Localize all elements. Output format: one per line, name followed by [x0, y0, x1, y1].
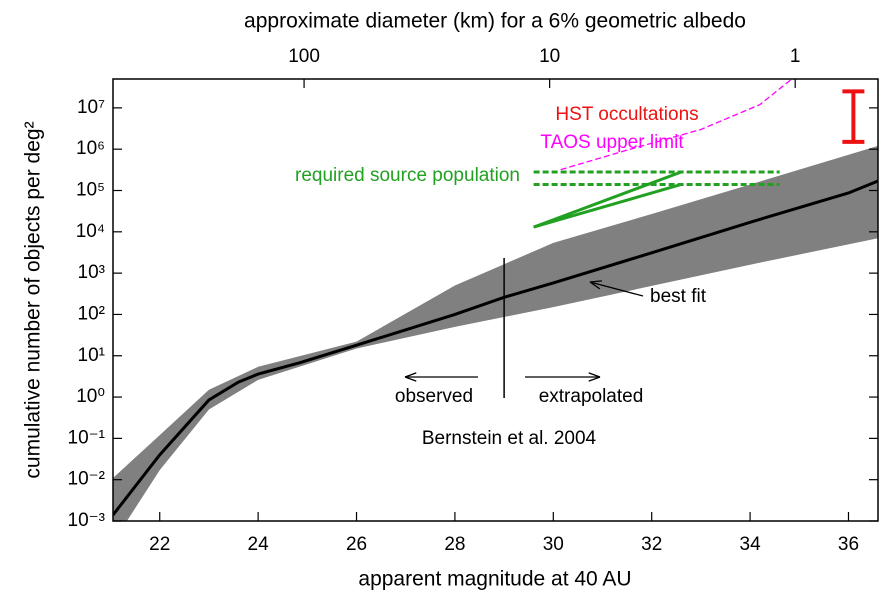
arrow-head	[588, 376, 601, 382]
series-label: best fit	[650, 286, 707, 307]
source-line	[533, 170, 682, 229]
plot-area	[113, 79, 878, 521]
arrow-head	[404, 376, 417, 382]
x-tick-label: 22	[149, 534, 170, 555]
y-tick-label: 10⁻²	[68, 469, 106, 490]
x2-tick-label: 10	[539, 46, 560, 67]
y-tick-label: 10⁵	[76, 180, 105, 201]
x-tick-label: 32	[641, 534, 662, 555]
arrow	[589, 281, 644, 297]
series-line	[560, 79, 793, 171]
annotation: Bernstein et al. 2004	[422, 428, 597, 449]
y-tick-label: 10⁴	[76, 221, 105, 242]
y-axis-title: cumulative number of objects per deg²	[22, 121, 45, 478]
plot-frame	[112, 78, 879, 522]
y-tick-label: 10⁻³	[68, 510, 106, 531]
y-tick-label: 10⁰	[76, 386, 105, 407]
x-tick-label: 30	[543, 534, 564, 555]
x-tick-label: 34	[740, 534, 762, 555]
uncertainty-band	[113, 145, 878, 521]
y-tick-label: 10²	[78, 303, 105, 324]
y-tick-label: 10⁷	[77, 97, 105, 118]
arrow-head	[589, 280, 603, 283]
arrow-head	[404, 372, 417, 378]
series-line	[113, 179, 878, 516]
y-tick-label: 10⁻¹	[68, 427, 106, 448]
y-tick-label: 10¹	[78, 345, 105, 366]
y-tick-label: 10⁶	[76, 138, 105, 159]
annotation: extrapolated	[539, 386, 644, 407]
x-tick-label: 28	[444, 534, 465, 555]
series-label: required source population	[295, 165, 520, 186]
x2-tick-label: 100	[288, 46, 320, 67]
annotation: observed	[395, 386, 473, 407]
y-tick-label: 10³	[78, 262, 105, 283]
x2-tick-label: 1	[790, 46, 801, 67]
series-label: HST occultations	[555, 104, 698, 125]
source-line	[533, 183, 682, 229]
x-tick-label: 36	[838, 534, 859, 555]
arrow-head	[589, 281, 601, 290]
x-tick-label: 26	[346, 534, 367, 555]
x-axis-title: apparent magnitude at 40 AU	[358, 568, 631, 591]
arrow-head	[588, 372, 601, 378]
x-tick-label: 24	[248, 534, 270, 555]
x2-axis-title: approximate diameter (km) for a 6% geome…	[244, 10, 746, 33]
series-label: TAOS upper limit	[540, 132, 684, 153]
